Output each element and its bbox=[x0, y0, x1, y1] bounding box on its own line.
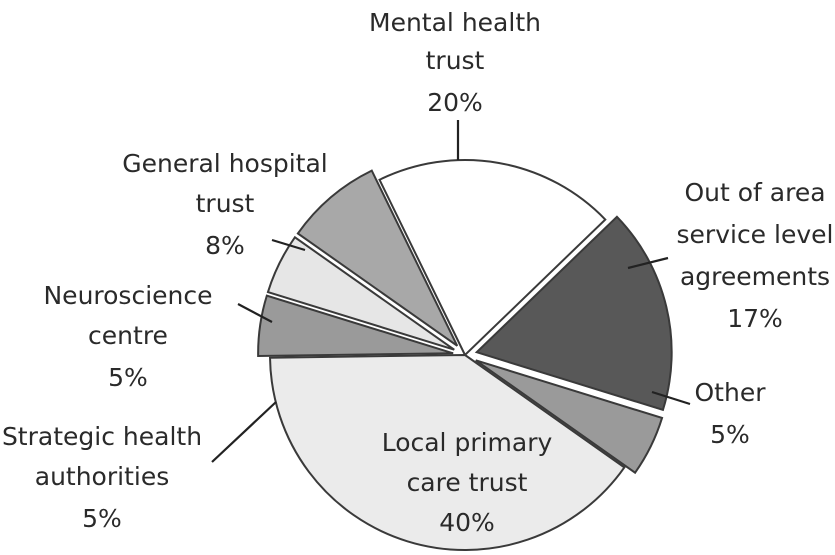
slice-label-strategic-health-authorities: authorities bbox=[35, 462, 170, 491]
pie-slice-out-of-area-service-level-agreements bbox=[474, 215, 673, 412]
value-label-strategic-health-authorities: 5% bbox=[82, 504, 122, 533]
pie-slice-other bbox=[475, 359, 664, 475]
leader-line-general-hospital-trust bbox=[271, 238, 306, 252]
slice-label-out-of-area-service-level-agreements: agreements bbox=[680, 262, 830, 291]
pie-slice-strategic-health-authorities bbox=[257, 294, 454, 358]
leader-line-strategic-health-authorities bbox=[211, 401, 277, 463]
leader-line-other bbox=[651, 390, 691, 406]
slice-label-general-hospital-trust: General hospital bbox=[122, 149, 328, 178]
value-label-local-primary-care-trust: 40% bbox=[439, 508, 495, 537]
slice-label-strategic-health-authorities: Strategic health bbox=[2, 422, 202, 451]
slice-label-other: Other bbox=[695, 378, 767, 407]
value-label-out-of-area-service-level-agreements: 17% bbox=[727, 304, 783, 333]
slice-label-mental-health-trust: Mental health bbox=[369, 8, 541, 37]
slice-label-out-of-area-service-level-agreements: Out of area bbox=[684, 178, 825, 207]
slice-label-local-primary-care-trust: care trust bbox=[407, 468, 528, 497]
pie-slice-general-hospital-trust bbox=[296, 169, 459, 347]
pie-slice-mental-health-trust bbox=[378, 159, 607, 357]
leader-line-neuroscience-centre bbox=[237, 303, 273, 323]
slice-label-local-primary-care-trust: Local primary bbox=[382, 428, 553, 457]
value-label-other: 5% bbox=[710, 420, 750, 449]
pie-slice-local-primary-care-trust bbox=[269, 353, 626, 551]
slice-label-neuroscience-centre: Neuroscience bbox=[43, 281, 212, 310]
value-label-mental-health-trust: 20% bbox=[427, 88, 483, 117]
pie-slice-neuroscience-centre bbox=[266, 235, 455, 351]
slice-label-mental-health-trust: trust bbox=[426, 46, 485, 75]
slice-label-out-of-area-service-level-agreements: service level bbox=[677, 220, 834, 249]
slice-label-general-hospital-trust: trust bbox=[196, 189, 255, 218]
value-label-general-hospital-trust: 8% bbox=[205, 231, 245, 260]
leader-line-out-of-area-service-level-agreements bbox=[627, 256, 669, 270]
slice-label-neuroscience-centre: centre bbox=[88, 321, 168, 350]
value-label-neuroscience-centre: 5% bbox=[108, 363, 148, 392]
